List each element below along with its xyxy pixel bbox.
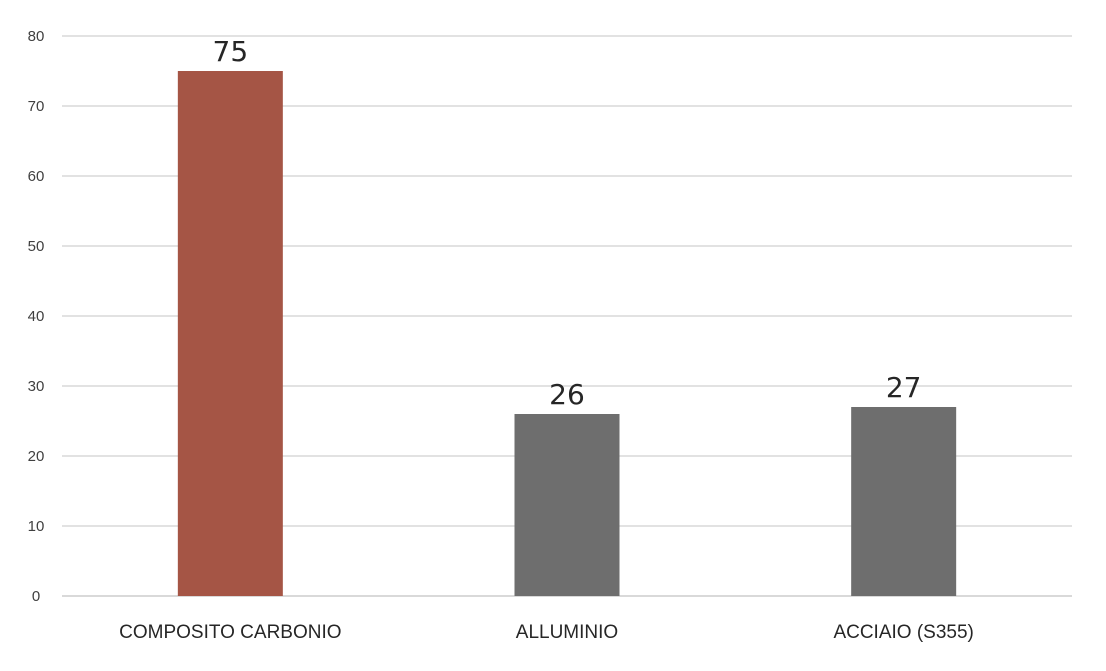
y-tick-label: 0 bbox=[32, 588, 40, 605]
y-tick-label: 10 bbox=[28, 518, 45, 535]
category-label: ACCIAIO (S355) bbox=[833, 622, 973, 643]
y-tick-label: 20 bbox=[28, 448, 45, 465]
y-tick-label: 70 bbox=[28, 98, 45, 115]
bar-1 bbox=[177, 71, 283, 596]
y-tick-label: 60 bbox=[28, 168, 45, 185]
y-tick-label: 40 bbox=[28, 308, 45, 325]
data-label: 26 bbox=[549, 378, 585, 411]
bar-3 bbox=[851, 407, 957, 596]
y-tick-label: 50 bbox=[28, 238, 45, 255]
data-labels: 75 26 27 bbox=[213, 35, 922, 411]
y-tick-label: 80 bbox=[28, 28, 45, 45]
category-labels: COMPOSITO CARBONIO ALLUMINIO ACCIAIO (S355… bbox=[119, 622, 974, 643]
y-axis-ticks: 0 10 20 30 40 50 60 70 80 bbox=[28, 28, 45, 605]
data-label: 75 bbox=[213, 35, 249, 68]
category-label: ALLUMINIO bbox=[516, 622, 618, 643]
bar-2 bbox=[514, 414, 620, 596]
data-label: 27 bbox=[886, 371, 922, 404]
category-label: COMPOSITO CARBONIO bbox=[119, 622, 341, 643]
bars bbox=[177, 71, 957, 596]
y-tick-label: 30 bbox=[28, 378, 45, 395]
